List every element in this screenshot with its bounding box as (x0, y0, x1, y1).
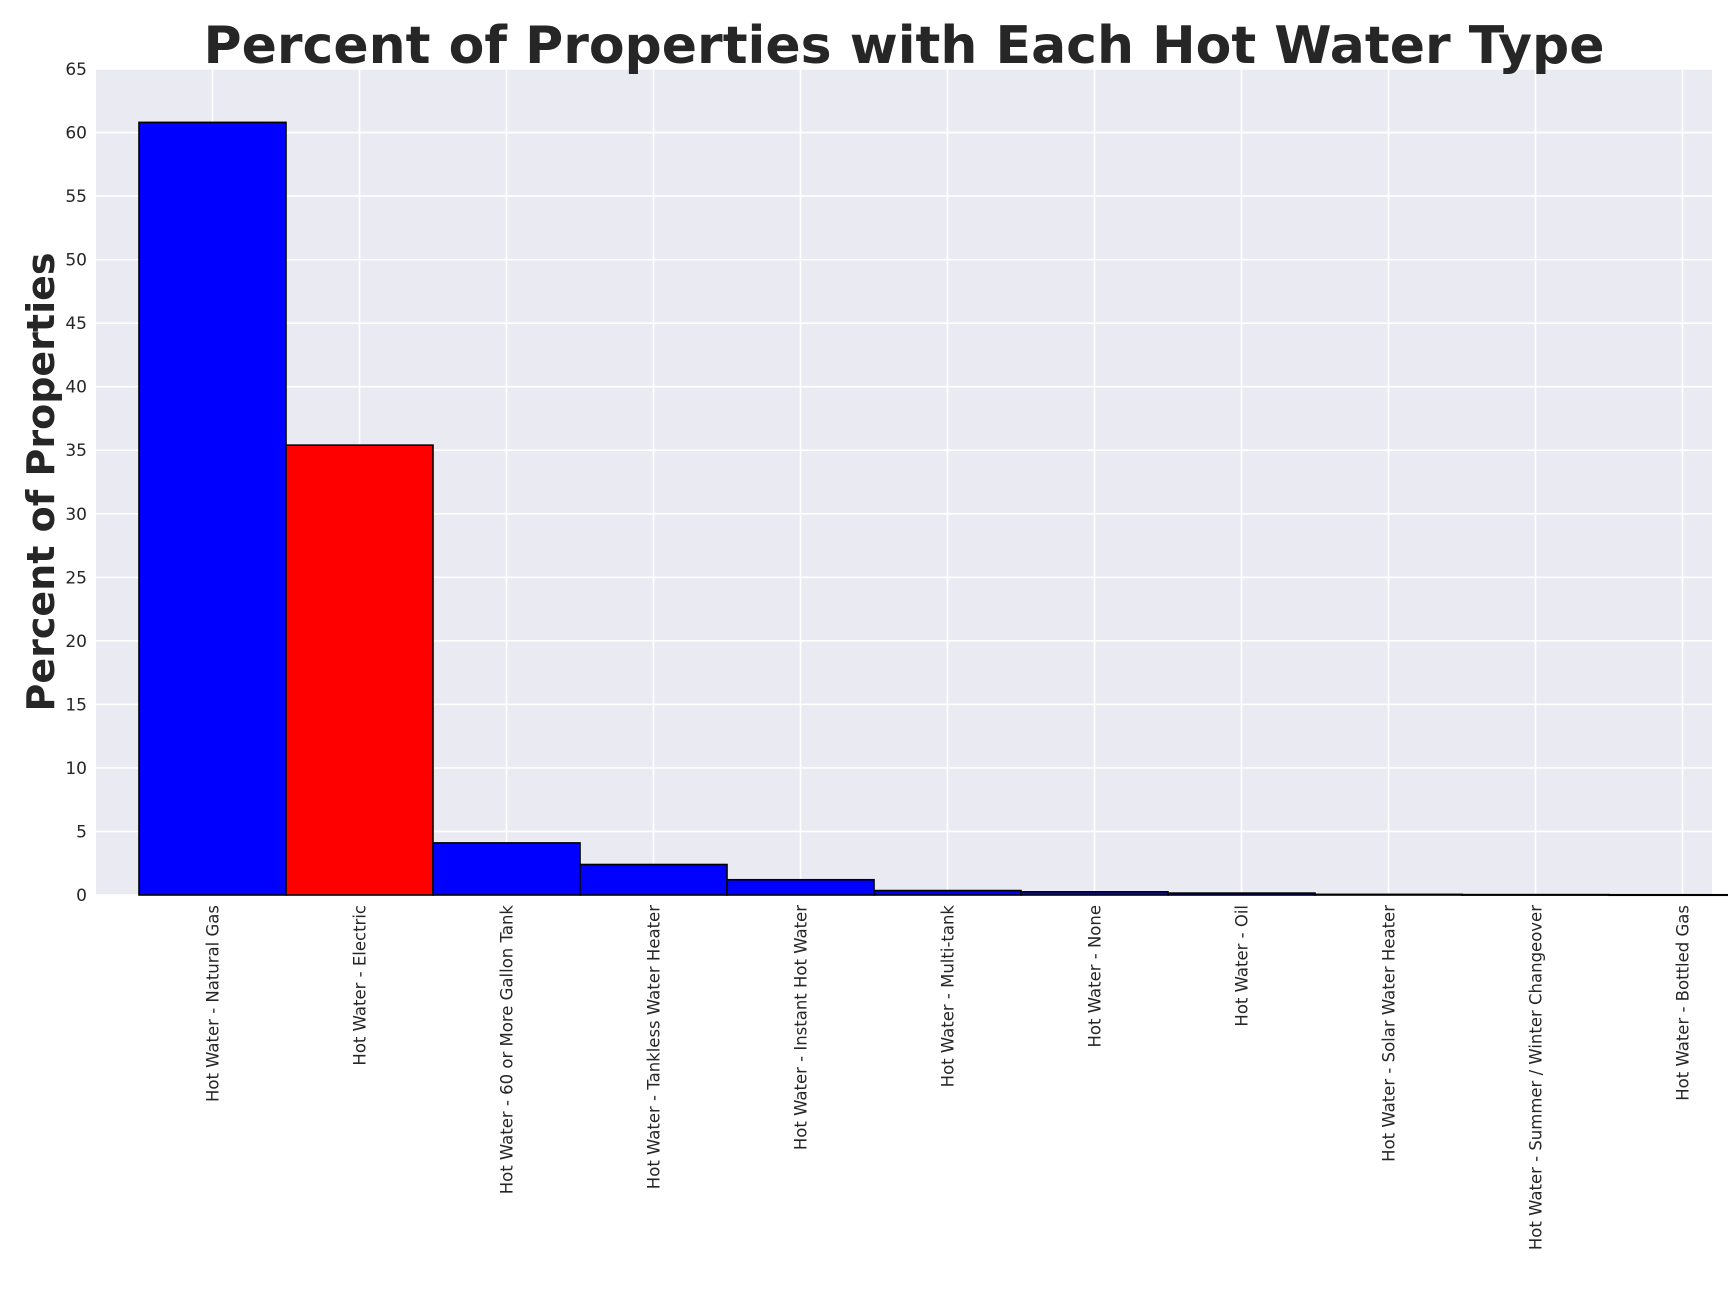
y-tick-label: 45 (65, 314, 87, 334)
y-tick-label: 10 (65, 759, 87, 779)
y-tick-label: 40 (65, 378, 87, 398)
x-tick-label: Hot Water - Tankless Water Heater (645, 905, 664, 1189)
y-tick-labels: 0 5 10 15 20 25 30 35 40 45 50 55 60 65 (65, 60, 87, 906)
x-tick-label: Hot Water - Natural Gas (204, 905, 223, 1102)
bar (1314, 893, 1463, 896)
bar (432, 842, 581, 896)
x-tick-label: Hot Water - Electric (351, 905, 370, 1066)
bar (1608, 893, 1728, 897)
x-tick-label: Hot Water - None (1086, 905, 1105, 1047)
y-tick-label: 60 (65, 124, 87, 144)
bar (1461, 893, 1610, 896)
y-tick-label: 5 (76, 822, 87, 842)
bars (138, 121, 1728, 897)
y-tick-label: 50 (65, 251, 87, 271)
y-tick-label: 30 (65, 505, 87, 525)
y-tick-label: 65 (65, 60, 87, 80)
y-axis-label: Percent of Properties (19, 253, 63, 712)
chart-title: Percent of Properties with Each Hot Wate… (204, 16, 1605, 76)
bar (579, 863, 728, 896)
x-tick-label: Hot Water - Instant Hot Water (792, 905, 811, 1150)
bar (138, 121, 287, 896)
bar (873, 889, 1022, 896)
y-tick-label: 25 (65, 568, 87, 588)
bar (285, 444, 434, 896)
y-tick-label: 35 (65, 441, 87, 461)
bar (1020, 891, 1169, 896)
bar (726, 878, 875, 896)
x-tick-label: Hot Water - Bottled Gas (1674, 905, 1693, 1101)
x-tick-label: Hot Water - Oil (1233, 905, 1252, 1027)
y-tick-label: 15 (65, 695, 87, 715)
x-tick-label: Hot Water - Summer / Winter Changeover (1527, 905, 1546, 1250)
bar (1167, 892, 1316, 896)
y-tick-label: 0 (76, 886, 87, 906)
x-tick-label: Hot Water - 60 or More Gallon Tank (498, 905, 517, 1195)
x-tick-labels: Hot Water - Natural Gas Hot Water - Elect… (204, 905, 1693, 1251)
y-tick-label: 55 (65, 187, 87, 207)
x-tick-label: Hot Water - Solar Water Heater (1380, 905, 1399, 1162)
y-tick-label: 20 (65, 632, 87, 652)
x-tick-label: Hot Water - Multi-tank (939, 905, 958, 1088)
